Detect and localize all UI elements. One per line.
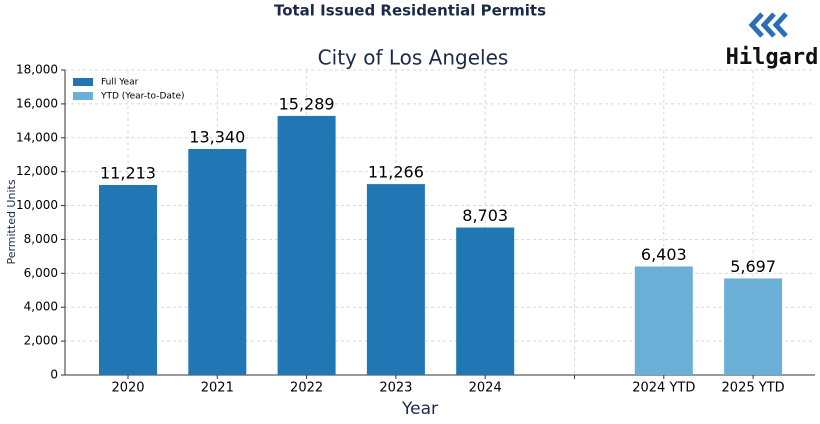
bar [456, 227, 515, 375]
value-label: 8,703 [462, 206, 508, 225]
chart-title: Total Issued Residential Permits [274, 2, 546, 20]
bar [277, 115, 336, 375]
y-tick-label: 4,000 [24, 300, 58, 314]
x-tick-label: 2024 YTD [632, 381, 695, 396]
y-tick-label: 8,000 [24, 232, 58, 246]
y-tick-label: 0 [50, 368, 58, 382]
x-tick-label: 2020 [111, 381, 144, 396]
x-tick-label: 2023 [379, 381, 412, 396]
value-label: 5,697 [730, 257, 776, 276]
legend-label: Full Year [101, 78, 139, 88]
value-label: 13,340 [189, 127, 245, 146]
y-tick-label: 16,000 [16, 96, 58, 110]
x-tick-label: 2022 [290, 381, 323, 396]
value-label: 15,289 [279, 94, 335, 113]
bar [188, 148, 247, 375]
y-tick-label: 2,000 [24, 334, 58, 348]
x-tick-label: 2025 YTD [722, 381, 785, 396]
bar [99, 185, 157, 375]
y-tick-label: 6,000 [24, 266, 58, 280]
logo-chevrons [748, 12, 788, 38]
value-label: 11,213 [100, 164, 156, 183]
y-tick-label: 14,000 [16, 130, 58, 144]
chart-subtitle: City of Los Angeles [318, 46, 509, 70]
legend-swatch [73, 92, 93, 100]
x-tick-label: 2021 [201, 381, 234, 396]
bar [724, 278, 783, 375]
value-label: 11,266 [368, 163, 424, 182]
bar [366, 184, 425, 375]
y-tick-label: 10,000 [16, 198, 58, 212]
value-label: 6,403 [641, 245, 687, 264]
y-tick-label: 12,000 [16, 164, 58, 178]
bar [634, 266, 693, 375]
legend-swatch [73, 78, 93, 86]
y-axis-label: Permitted Units [5, 179, 18, 264]
y-tick-label: 18,000 [16, 63, 58, 77]
x-tick-label: 2024 [469, 381, 502, 396]
logo-text: Hilgard [726, 45, 819, 70]
logo: Hilgard [726, 12, 819, 70]
legend-label: YTD (Year-to-Date) [100, 92, 185, 102]
x-axis-label: Year [401, 399, 438, 419]
